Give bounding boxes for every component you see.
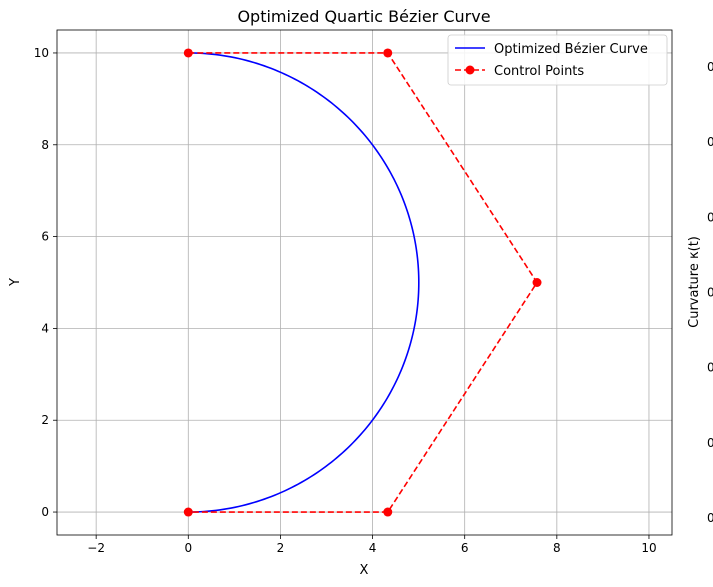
x-tick-label: 8 [553,541,561,555]
y-tick-label: 6 [41,230,49,244]
plot-frame [56,29,673,536]
chart-title: Optimized Quartic Bézier Curve [237,7,490,26]
control-point-marker [532,278,542,287]
right-tick-label: 0 [707,60,713,74]
legend-control-label: Control Points [494,64,584,79]
x-tick-label: −2 [87,541,105,555]
control-point-marker [183,507,193,517]
right-tick-label: 0 [707,210,713,224]
control-polygon-line [188,52,538,513]
tick-layer: −2 0 2 4 6 8 10 0 2 4 6 8 10 [34,46,657,555]
right-tick-label: 0 [707,286,713,300]
x-axis-label: X [360,563,369,578]
legend-control-marker [465,65,475,75]
y-tick-label: 2 [41,413,49,427]
legend-bezier-label: Optimized Bézier Curve [494,42,648,57]
legend-box [447,34,668,86]
x-tick-label: 10 [641,541,656,555]
legend: Optimized Bézier Curve Control Points [447,34,668,86]
right-tick-layer: 0 0 0 0 0 0 0 [707,60,713,525]
x-tick-label: 4 [369,541,377,555]
right-tick-label: 0 [707,135,713,149]
y-tick-label: 10 [34,46,49,60]
control-point-marker [183,48,193,58]
y-axis-label: Y [8,278,23,287]
right-axis-label: Curvature κ(t) [687,236,702,328]
y-tick-label: 4 [41,321,49,335]
x-tick-label: 6 [461,541,469,555]
series-layer [183,48,542,517]
control-point-marker [383,48,393,58]
control-point-marker [383,507,393,517]
bezier-curve-line [188,52,420,513]
y-tick-label: 0 [41,505,49,519]
x-tick-label: 0 [184,541,192,555]
grid [57,30,672,535]
y-tick-label: 8 [41,138,49,152]
right-tick-label: 0 [707,436,713,450]
x-tick-label: 2 [277,541,285,555]
right-tick-label: 0 [707,361,713,375]
right-tick-label: 0 [707,511,713,525]
